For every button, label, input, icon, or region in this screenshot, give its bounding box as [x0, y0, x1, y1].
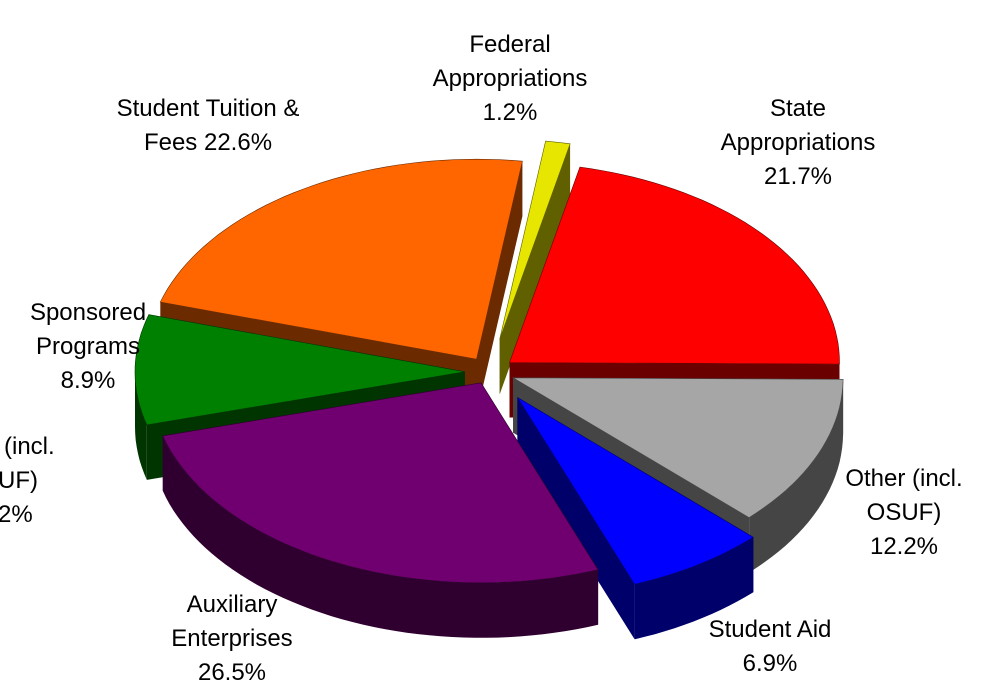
value-label: 6.9% — [742, 650, 798, 677]
slice-label: Student Tuition & Fees 22.6% — [116, 92, 301, 160]
category-name: Federal Appropriations — [432, 31, 588, 92]
clipped-label: 2% — [0, 501, 33, 528]
slice — [134, 314, 466, 426]
slice-label: Student Aid 6.9% — [670, 613, 870, 681]
slice-side — [499, 143, 571, 395]
category-name: Other (incl. OSUF) — [845, 465, 963, 526]
slice — [517, 397, 754, 585]
value-label: 12.2% — [869, 533, 939, 560]
category-name: Auxiliary Enterprises — [171, 591, 293, 652]
value-label: 1.2% — [482, 99, 538, 126]
category-name: Student Aid — [708, 616, 832, 643]
slice-label: State Appropriations 21.7% — [708, 92, 888, 194]
slice — [511, 377, 844, 518]
category-name: State Appropriations — [720, 95, 876, 156]
clipped-label: (incl. — [4, 433, 55, 460]
value-label: 26.5% — [197, 659, 267, 686]
value-label: 21.7% — [763, 163, 833, 190]
value-label: 22.6% — [203, 129, 273, 156]
slice-wall — [634, 537, 754, 640]
slice — [509, 166, 840, 365]
category-name: Sponsored Programs — [29, 299, 147, 360]
slice-side — [476, 161, 523, 415]
clipped-label: UF) — [0, 467, 38, 494]
slice-wall — [749, 379, 844, 573]
slice-label: Auxiliary Enterprises 26.5% — [157, 588, 307, 687]
slice-wall — [162, 435, 599, 638]
slice-label: Other (incl. OSUF) 12.2% — [834, 462, 974, 564]
slice — [159, 158, 523, 360]
value-label: 8.9% — [60, 367, 116, 394]
slice-side — [517, 397, 635, 640]
category-name: Student Tuition & Fees — [116, 95, 300, 156]
slice — [499, 140, 571, 340]
slice — [162, 382, 599, 584]
slice-label: Federal Appropriations 1.2% — [420, 28, 600, 130]
slice-label: Sponsored Programs 8.9% — [13, 296, 163, 398]
